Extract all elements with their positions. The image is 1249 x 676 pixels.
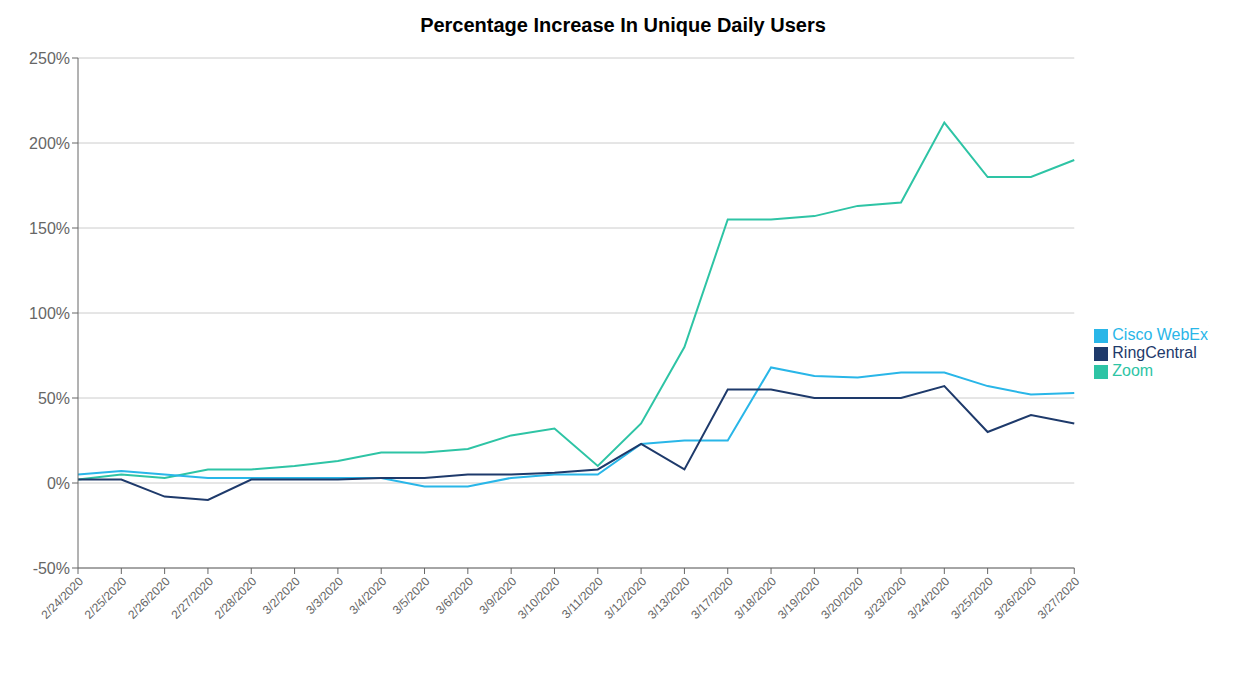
svg-text:3/26/2020: 3/26/2020 [991, 574, 1039, 622]
svg-text:0%: 0% [47, 475, 70, 492]
svg-text:2/27/2020: 2/27/2020 [168, 574, 216, 622]
svg-text:3/11/2020: 3/11/2020 [559, 574, 606, 621]
svg-text:150%: 150% [29, 220, 70, 237]
svg-text:100%: 100% [29, 305, 70, 322]
svg-text:-50%: -50% [33, 560, 70, 577]
svg-text:3/17/2020: 3/17/2020 [688, 574, 736, 622]
html-text:Cisco WebEx: Cisco WebEx [1112, 326, 1208, 343]
svg-text:2/28/2020: 2/28/2020 [212, 574, 260, 622]
html-text:RingCentral: RingCentral [1112, 344, 1197, 361]
svg-text:3/12/2020: 3/12/2020 [602, 574, 650, 622]
svg-text:3/5/2020: 3/5/2020 [390, 574, 433, 617]
svg-text:3/18/2020: 3/18/2020 [732, 574, 780, 622]
svg-text:3/10/2020: 3/10/2020 [515, 574, 563, 622]
svg-text:3/13/2020: 3/13/2020 [645, 574, 693, 622]
svg-text:2/26/2020: 2/26/2020 [125, 574, 173, 622]
svg-text:3/23/2020: 3/23/2020 [861, 574, 909, 622]
svg-text:3/27/2020: 3/27/2020 [1035, 574, 1083, 622]
svg-text:200%: 200% [29, 135, 70, 152]
svg-text:3/9/2020: 3/9/2020 [476, 574, 519, 617]
svg-text:50%: 50% [38, 390, 70, 407]
svg-text:2/25/2020: 2/25/2020 [82, 574, 130, 622]
html-text:Zoom: Zoom [1112, 362, 1154, 379]
svg-text:3/20/2020: 3/20/2020 [818, 574, 866, 622]
svg-text:3/3/2020: 3/3/2020 [303, 574, 346, 617]
svg-text:3/25/2020: 3/25/2020 [948, 574, 996, 622]
svg-text:3/6/2020: 3/6/2020 [433, 574, 476, 617]
svg-text:3/19/2020: 3/19/2020 [775, 574, 823, 622]
svg-text:3/4/2020: 3/4/2020 [346, 574, 389, 617]
svg-text:3/24/2020: 3/24/2020 [905, 574, 953, 622]
html-text:Percentage Increase In Unique: Percentage Increase In Unique Daily User… [420, 14, 826, 36]
svg-text:3/2/2020: 3/2/2020 [260, 574, 303, 617]
svg-text:2/24/2020: 2/24/2020 [38, 574, 86, 622]
svg-text:250%: 250% [29, 50, 70, 67]
